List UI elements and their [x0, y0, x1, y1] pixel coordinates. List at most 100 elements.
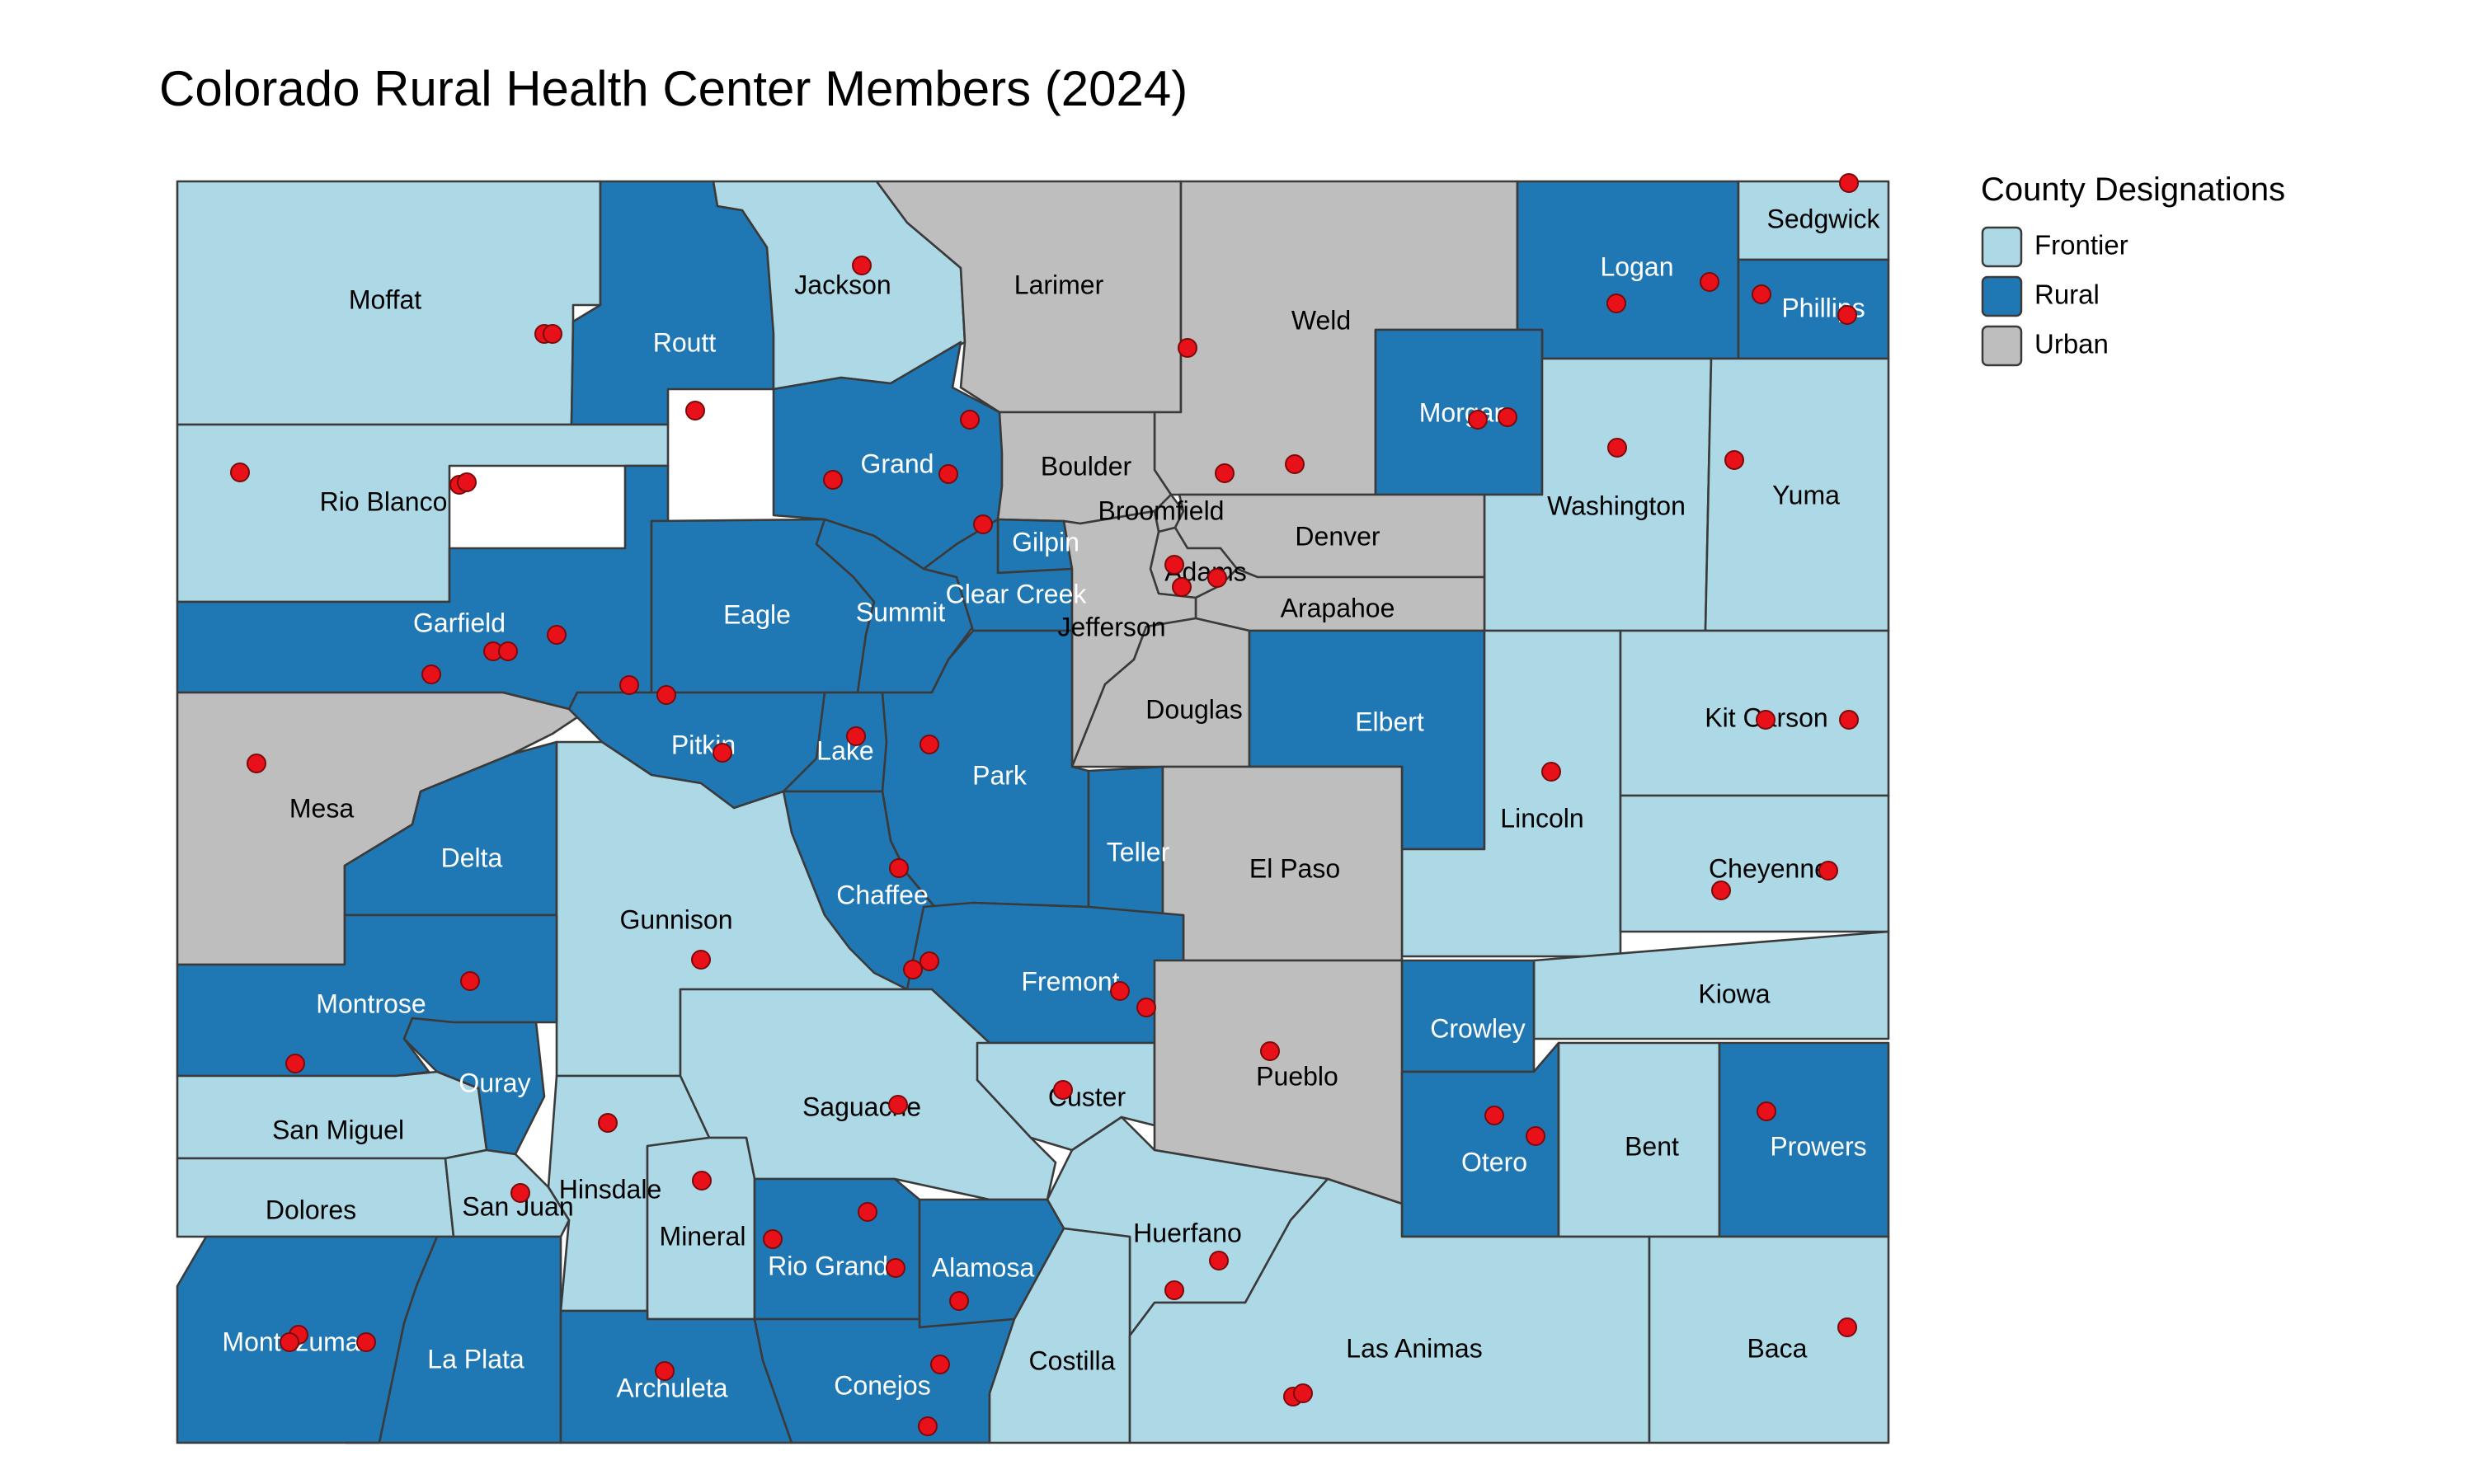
member-point — [1541, 762, 1561, 782]
legend-label-frontier: Frontier — [2034, 230, 2128, 261]
member-point — [1757, 1101, 1776, 1121]
member-point — [1053, 1080, 1073, 1100]
county-label-kiowa: Kiowa — [1698, 979, 1770, 1008]
county-label-chaffee: Chaffee — [836, 880, 929, 909]
county-label-logan: Logan — [1601, 251, 1674, 281]
county-label-routt: Routt — [653, 327, 717, 357]
member-point — [1606, 294, 1626, 313]
member-point — [1178, 338, 1197, 358]
map-title: Colorado Rural Health Center Members (20… — [159, 61, 1188, 116]
county-label-clear-creek: Clear Creek — [946, 579, 1088, 608]
member-locations — [230, 173, 1859, 1436]
county-label-washington: Washington — [1547, 491, 1686, 520]
member-point — [1285, 454, 1305, 474]
county-label-dolores: Dolores — [266, 1195, 356, 1224]
county-label-el-paso: El Paso — [1249, 853, 1340, 883]
member-point — [510, 1183, 530, 1203]
county-label-park: Park — [972, 760, 1028, 790]
county-label-sedgwick: Sedgwick — [1767, 204, 1881, 233]
legend-label-rural: Rural — [2034, 279, 2100, 310]
county-label-huerfano: Huerfano — [1133, 1218, 1242, 1247]
county-label-gunnison: Gunnison — [620, 904, 733, 934]
county-label-eagle: Eagle — [723, 599, 791, 629]
member-point — [930, 1355, 950, 1374]
county-routt — [570, 180, 775, 426]
county-label-larimer: Larimer — [1014, 270, 1104, 299]
member-point — [886, 1258, 905, 1278]
member-point — [1164, 555, 1184, 575]
county-label-broomfield: Broomfield — [1098, 495, 1225, 525]
county-label-morgan: Morgan — [1419, 397, 1509, 427]
county-label-baca: Baca — [1747, 1333, 1808, 1363]
member-point — [1260, 1041, 1280, 1061]
county-label-alamosa: Alamosa — [932, 1252, 1035, 1282]
member-point — [691, 950, 711, 970]
county-label-summit: Summit — [856, 597, 946, 627]
member-point — [918, 1416, 938, 1436]
member-point — [1752, 284, 1771, 304]
county-costilla — [988, 1227, 1131, 1444]
county-la-plata — [345, 1235, 562, 1444]
legend-title: County Designations — [1981, 171, 2285, 208]
member-point — [457, 472, 477, 492]
member-point — [1215, 463, 1235, 483]
member-point — [903, 960, 923, 979]
county-label-lincoln: Lincoln — [1500, 803, 1583, 833]
legend-swatch-rural — [1981, 275, 2023, 317]
member-point — [692, 1171, 712, 1190]
county-label-elbert: Elbert — [1355, 707, 1424, 736]
county-label-douglas: Douglas — [1145, 694, 1242, 724]
member-point — [1756, 710, 1776, 730]
legend-swatch-frontier — [1981, 226, 2023, 268]
member-point — [460, 971, 480, 991]
county-label-garfield: Garfield — [413, 608, 506, 637]
member-point — [421, 665, 441, 684]
county-polygons — [176, 180, 1890, 1444]
member-point — [498, 641, 518, 661]
county-rio-grande — [753, 1177, 921, 1321]
member-point — [1711, 881, 1731, 900]
member-point — [356, 1332, 376, 1352]
county-label-delta: Delta — [441, 843, 503, 872]
county-label-bent: Bent — [1625, 1131, 1679, 1161]
county-label-ouray: Ouray — [459, 1068, 530, 1097]
county-baca — [1648, 1235, 1890, 1444]
member-point — [1136, 998, 1156, 1017]
county-label-weld: Weld — [1291, 305, 1351, 335]
member-point — [247, 754, 266, 773]
county-label-teller: Teller — [1107, 837, 1170, 866]
legend-item-urban: Urban — [1981, 325, 2109, 367]
county-label-mesa: Mesa — [289, 793, 354, 823]
county-label-la-plata: La Plata — [427, 1344, 524, 1374]
county-label-rio-grande: Rio Grande — [768, 1251, 903, 1280]
county-label-pueblo: Pueblo — [1256, 1061, 1338, 1091]
member-point — [889, 858, 909, 878]
county-label-rio-blanco: Rio Blanco — [320, 486, 448, 516]
county-label-mineral: Mineral — [660, 1221, 746, 1251]
member-point — [713, 743, 732, 763]
member-point — [973, 514, 993, 534]
member-point — [1110, 981, 1130, 1001]
county-label-las-animas: Las Animas — [1346, 1333, 1482, 1363]
member-point — [938, 464, 958, 484]
county-label-archuleta: Archuleta — [616, 1373, 727, 1402]
member-point — [543, 324, 562, 344]
county-label-jefferson: Jefferson — [1057, 612, 1165, 641]
member-point — [846, 726, 866, 746]
member-point — [1498, 407, 1517, 427]
member-point — [656, 685, 676, 705]
member-point — [619, 675, 639, 695]
county-label-crowley: Crowley — [1430, 1013, 1526, 1043]
member-point — [685, 401, 705, 420]
member-point — [280, 1332, 299, 1352]
county-label-montrose: Montrose — [316, 989, 426, 1018]
county-label-prowers: Prowers — [1770, 1131, 1866, 1161]
county-las-animas — [1128, 1177, 1651, 1444]
county-label-otero: Otero — [1461, 1147, 1527, 1176]
legend-swatch-urban — [1981, 325, 2023, 367]
member-point — [1293, 1383, 1313, 1403]
county-label-costilla: Costilla — [1029, 1345, 1116, 1375]
member-point — [1700, 272, 1719, 292]
legend-item-frontier: Frontier — [1981, 226, 2128, 268]
county-label-conejos: Conejos — [834, 1370, 930, 1400]
